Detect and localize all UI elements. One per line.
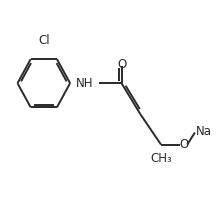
Text: Na: Na (196, 125, 212, 138)
Text: O: O (117, 58, 126, 71)
Text: CH₃: CH₃ (150, 152, 172, 165)
Text: NH: NH (76, 77, 93, 90)
Text: O: O (180, 138, 189, 151)
Text: Cl: Cl (38, 34, 50, 47)
